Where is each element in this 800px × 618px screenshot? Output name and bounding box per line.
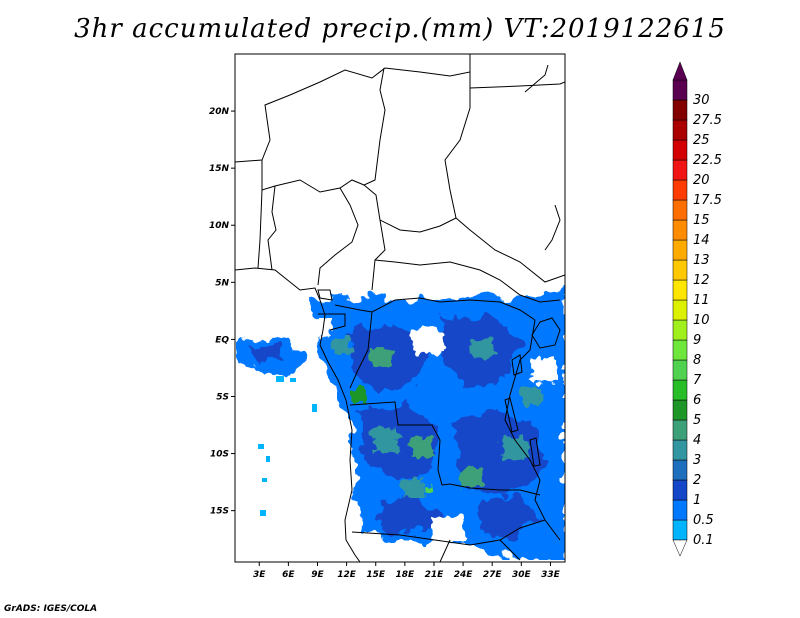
- lon-tick-label: 12E: [337, 570, 357, 580]
- lon-tick-label: 24E: [454, 570, 474, 580]
- colorbar-label: 3: [693, 453, 701, 468]
- lat-tick-label: 10S: [210, 450, 229, 460]
- colorbar-label: 20: [693, 173, 710, 188]
- lon-tick-label: 30E: [512, 570, 532, 580]
- colorbar-swatch: [672, 199, 688, 221]
- colorbar-swatch: [672, 119, 688, 141]
- colorbar-swatch: [672, 359, 688, 381]
- lat-tick-label: 15S: [210, 507, 229, 517]
- colorbar-label: 2: [693, 473, 701, 488]
- colorbar-max-arrow: [672, 61, 688, 81]
- colorbar-swatch: [672, 79, 688, 101]
- precip-colorbar: 0.10.512345678910111213141517.52022.5252…: [672, 61, 722, 557]
- colorbar-swatch: [672, 459, 688, 481]
- colorbar-label: 22.5: [693, 153, 722, 168]
- country-boundaries: [235, 54, 565, 562]
- lon-tick-label: 6E: [282, 570, 295, 580]
- colorbar-min-arrow: [672, 539, 688, 557]
- colorbar-swatch: [672, 439, 688, 461]
- colorbar-swatch: [672, 319, 688, 341]
- colorbar-label: 12: [693, 273, 710, 288]
- colorbar-swatch: [672, 239, 688, 261]
- colorbar-swatch: [672, 339, 688, 361]
- colorbar-swatch: [672, 179, 688, 201]
- lat-tick-label: 15N: [209, 164, 230, 174]
- lon-tick-label: 15E: [366, 570, 386, 580]
- colorbar-swatch: [672, 159, 688, 181]
- lat-tick-label: 5S: [216, 392, 229, 402]
- longitude-axis: 3E 6E 9E 12E 15E 18E 21E 24E 27E 30E 33E: [253, 562, 561, 580]
- colorbar-label: 14: [693, 233, 710, 248]
- colorbar-label: 17.5: [693, 193, 722, 208]
- colorbar-label: 15: [693, 213, 710, 228]
- colorbar-swatch: [672, 379, 688, 401]
- lon-tick-label: 33E: [541, 570, 561, 580]
- grads-credit: GrADS: IGES/COLA: [4, 604, 98, 614]
- colorbar-label: 5: [693, 413, 701, 428]
- lat-tick-label: 10N: [209, 221, 230, 231]
- colorbar-label: 4: [693, 433, 701, 448]
- colorbar-swatch: [672, 419, 688, 441]
- lon-tick-label: 21E: [425, 570, 445, 580]
- colorbar-swatch: [672, 399, 688, 421]
- colorbar-label: 9: [693, 333, 701, 348]
- lon-tick-label: 3E: [253, 570, 266, 580]
- colorbar-swatch: [672, 279, 688, 301]
- lon-tick-label: 9E: [311, 570, 324, 580]
- latitude-axis: 20N 15N 10N 5N EQ 5S 10S 15S: [209, 107, 235, 517]
- colorbar-swatch: [672, 219, 688, 241]
- lat-tick-label: 5N: [215, 278, 229, 288]
- map-title: 3hr accumulated precip.(mm) VT:201912261…: [74, 14, 726, 44]
- colorbar-label: 7: [693, 373, 702, 388]
- colorbar-label: 11: [693, 293, 710, 308]
- colorbar-label: 30: [693, 93, 710, 108]
- colorbar-label: 0.1: [693, 533, 714, 548]
- colorbar-label: 27.5: [693, 113, 722, 128]
- colorbar-swatch: [672, 139, 688, 161]
- lon-tick-label: 18E: [396, 570, 416, 580]
- map-frame: [234, 53, 566, 563]
- colorbar-swatch: [672, 99, 688, 121]
- precip-field: [236, 285, 565, 560]
- colorbar-swatch: [672, 479, 688, 501]
- colorbar-label: 1: [693, 493, 701, 508]
- lon-tick-label: 27E: [483, 570, 503, 580]
- colorbar-swatch: [672, 499, 688, 521]
- lat-tick-label: EQ: [215, 335, 229, 345]
- colorbar-label: 10: [693, 313, 710, 328]
- lat-tick-label: 20N: [209, 107, 230, 117]
- colorbar-label: 6: [693, 393, 701, 408]
- colorbar-label: 8: [693, 353, 701, 368]
- colorbar-label: 0.5: [693, 513, 714, 528]
- colorbar-swatch: [672, 519, 688, 541]
- colorbar-label: 25: [693, 133, 710, 148]
- colorbar-swatch: [672, 299, 688, 321]
- colorbar-label: 13: [693, 253, 710, 268]
- colorbar-swatch: [672, 259, 688, 281]
